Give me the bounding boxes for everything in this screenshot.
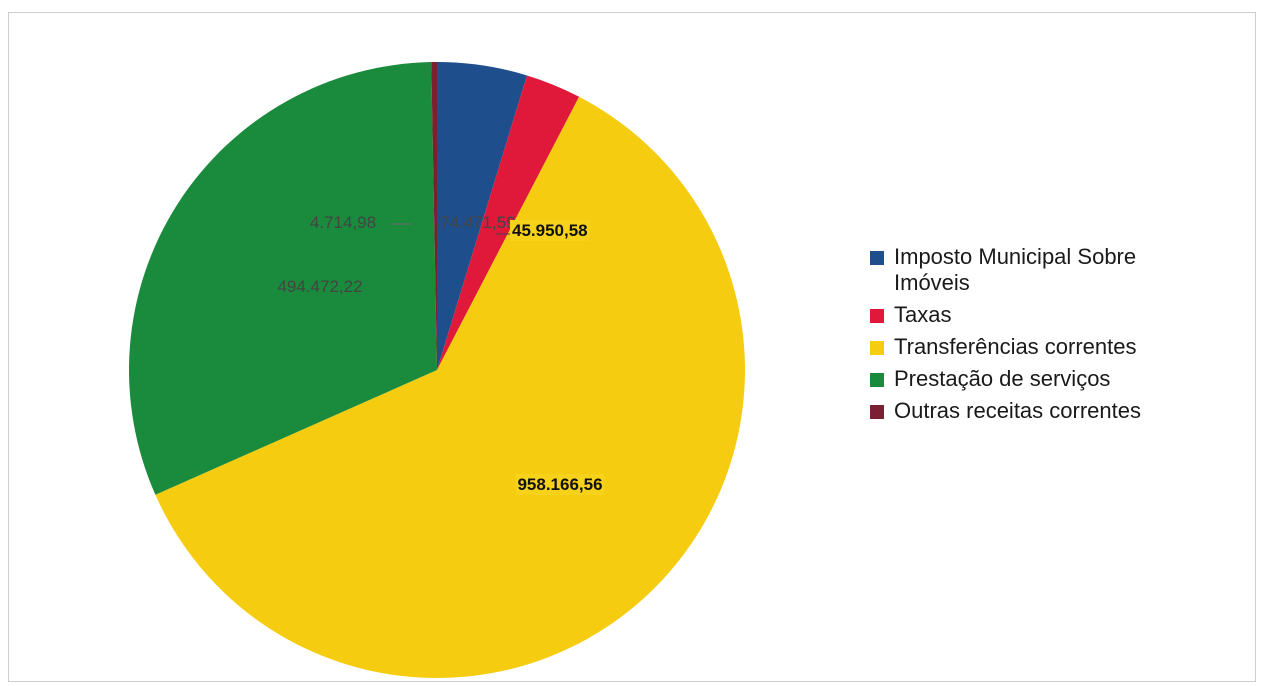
pie-slice — [129, 62, 438, 495]
legend-item: Taxas — [870, 302, 1210, 328]
legend-swatch — [870, 405, 884, 419]
legend-item: Outras receitas correntes — [870, 398, 1210, 424]
legend-swatch — [870, 373, 884, 387]
legend-label: Taxas — [894, 302, 952, 327]
chart-legend: Imposto Municipal Sobre Imóveis Taxas Tran… — [870, 244, 1210, 430]
legend-item: Transferências correntes — [870, 334, 1210, 360]
pie-slice — [437, 62, 528, 370]
legend-item: Imposto Municipal Sobre Imóveis — [870, 244, 1210, 296]
legend-label: Prestação de serviços — [894, 366, 1111, 391]
legend-item: Prestação de serviços — [870, 366, 1210, 392]
slice-value-label: 494.472,22 — [277, 277, 362, 296]
legend-label: Transferências correntes — [894, 334, 1137, 359]
pie-slice — [437, 75, 580, 370]
pie-slice — [155, 96, 745, 678]
legend-swatch — [870, 341, 884, 355]
legend-label: Imposto Municipal Sobre Imóveis — [894, 244, 1137, 295]
legend-swatch — [870, 309, 884, 323]
legend-label: Outras receitas correntes — [894, 398, 1141, 423]
slice-value-label: 74.471,59 — [440, 213, 516, 232]
slice-value-label: 4.714,98 — [310, 213, 376, 232]
pie-slice — [431, 62, 437, 370]
label-background — [510, 220, 590, 241]
legend-swatch — [870, 251, 884, 265]
slice-value-label: 958.166,56 — [517, 475, 602, 494]
slice-value-label: 45.950,58 — [512, 221, 588, 240]
label-background — [515, 474, 605, 495]
